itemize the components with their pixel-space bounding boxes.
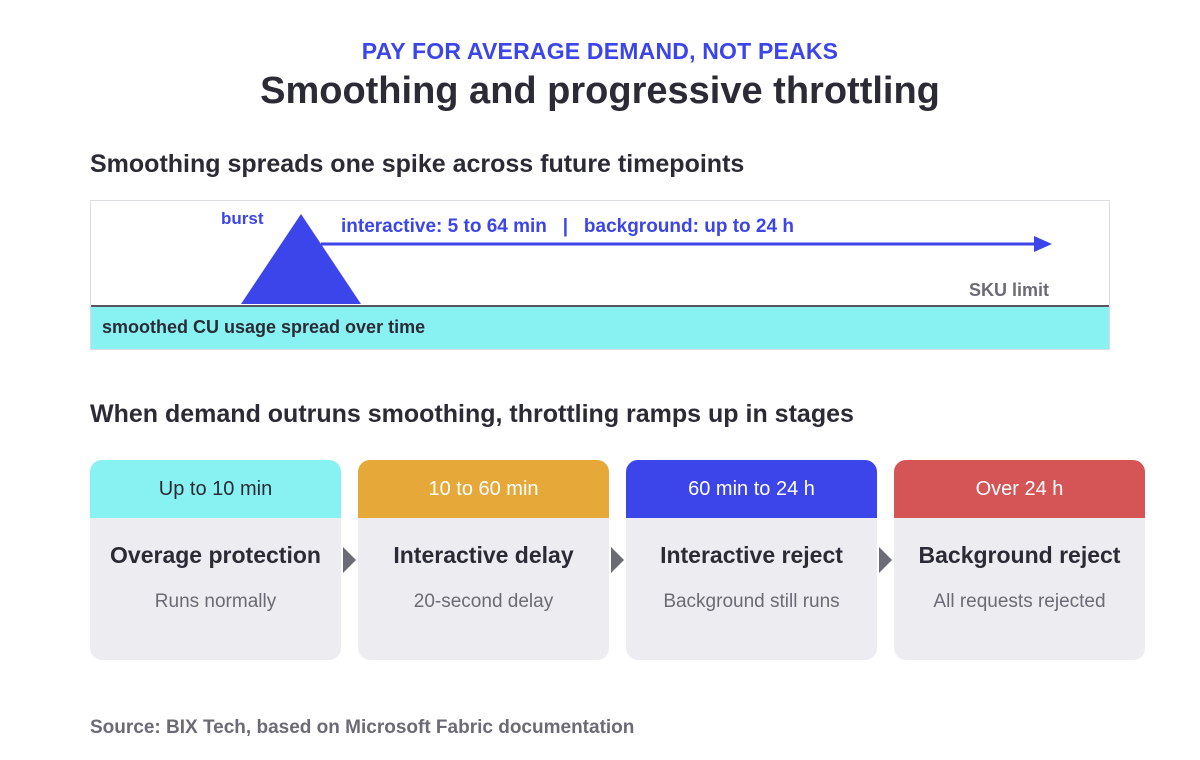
sku-limit-label: SKU limit	[968, 280, 1049, 300]
spread-arrow-head	[1034, 236, 1052, 252]
chevron-right-icon	[611, 547, 624, 573]
chevron-right-icon	[879, 547, 892, 573]
stage-window: Up to 10 min	[90, 460, 341, 518]
smoothed-usage-band: smoothed CU usage spread over time	[91, 305, 1109, 349]
source-note: Source: BIX Tech, based on Microsoft Fab…	[90, 717, 635, 738]
stage-name: Interactive reject	[660, 542, 843, 568]
kicker: PAY FOR AVERAGE DEMAND, NOT PEAKS	[361, 38, 839, 64]
stage-effect: 20-second delay	[413, 591, 554, 612]
smoothed-usage-label: smoothed CU usage spread over time	[102, 317, 426, 337]
stage-window: 60 min to 24 h	[626, 460, 877, 518]
stage-effect: Runs normally	[154, 591, 277, 612]
stage-window: Over 24 h	[894, 460, 1145, 518]
stage-name: Interactive delay	[393, 542, 574, 568]
smoothing-panel: burst interactive: 5 to 64 min | backgro…	[90, 200, 1110, 350]
burst-label: burst	[221, 209, 264, 228]
stage-card-overage-protection: Up to 10 min Overage protection Runs nor…	[90, 460, 341, 660]
page-title: Smoothing and progressive throttling	[260, 70, 940, 112]
spread-window-label: interactive: 5 to 64 min | background: u…	[341, 216, 794, 237]
smoothing-illustration	[241, 214, 1052, 304]
chevron-right-icon	[343, 547, 356, 573]
smoothing-heading: Smoothing spreads one spike across futur…	[90, 150, 745, 178]
stage-window: 10 to 60 min	[358, 460, 609, 518]
stage-name: Background reject	[918, 542, 1121, 568]
stage-name: Overage protection	[110, 542, 321, 568]
stage-effect: Background still runs	[663, 591, 840, 612]
stage-card-interactive-reject: 60 min to 24 h Interactive reject Backgr…	[626, 460, 877, 660]
stage-card-background-reject: Over 24 h Background reject All requests…	[894, 460, 1145, 660]
stage-effect: All requests rejected	[933, 591, 1106, 612]
burst-spike	[241, 214, 361, 304]
throttling-heading: When demand outruns smoothing, throttlin…	[90, 400, 854, 428]
stage-card-interactive-delay: 10 to 60 min Interactive delay 20-second…	[358, 460, 609, 660]
